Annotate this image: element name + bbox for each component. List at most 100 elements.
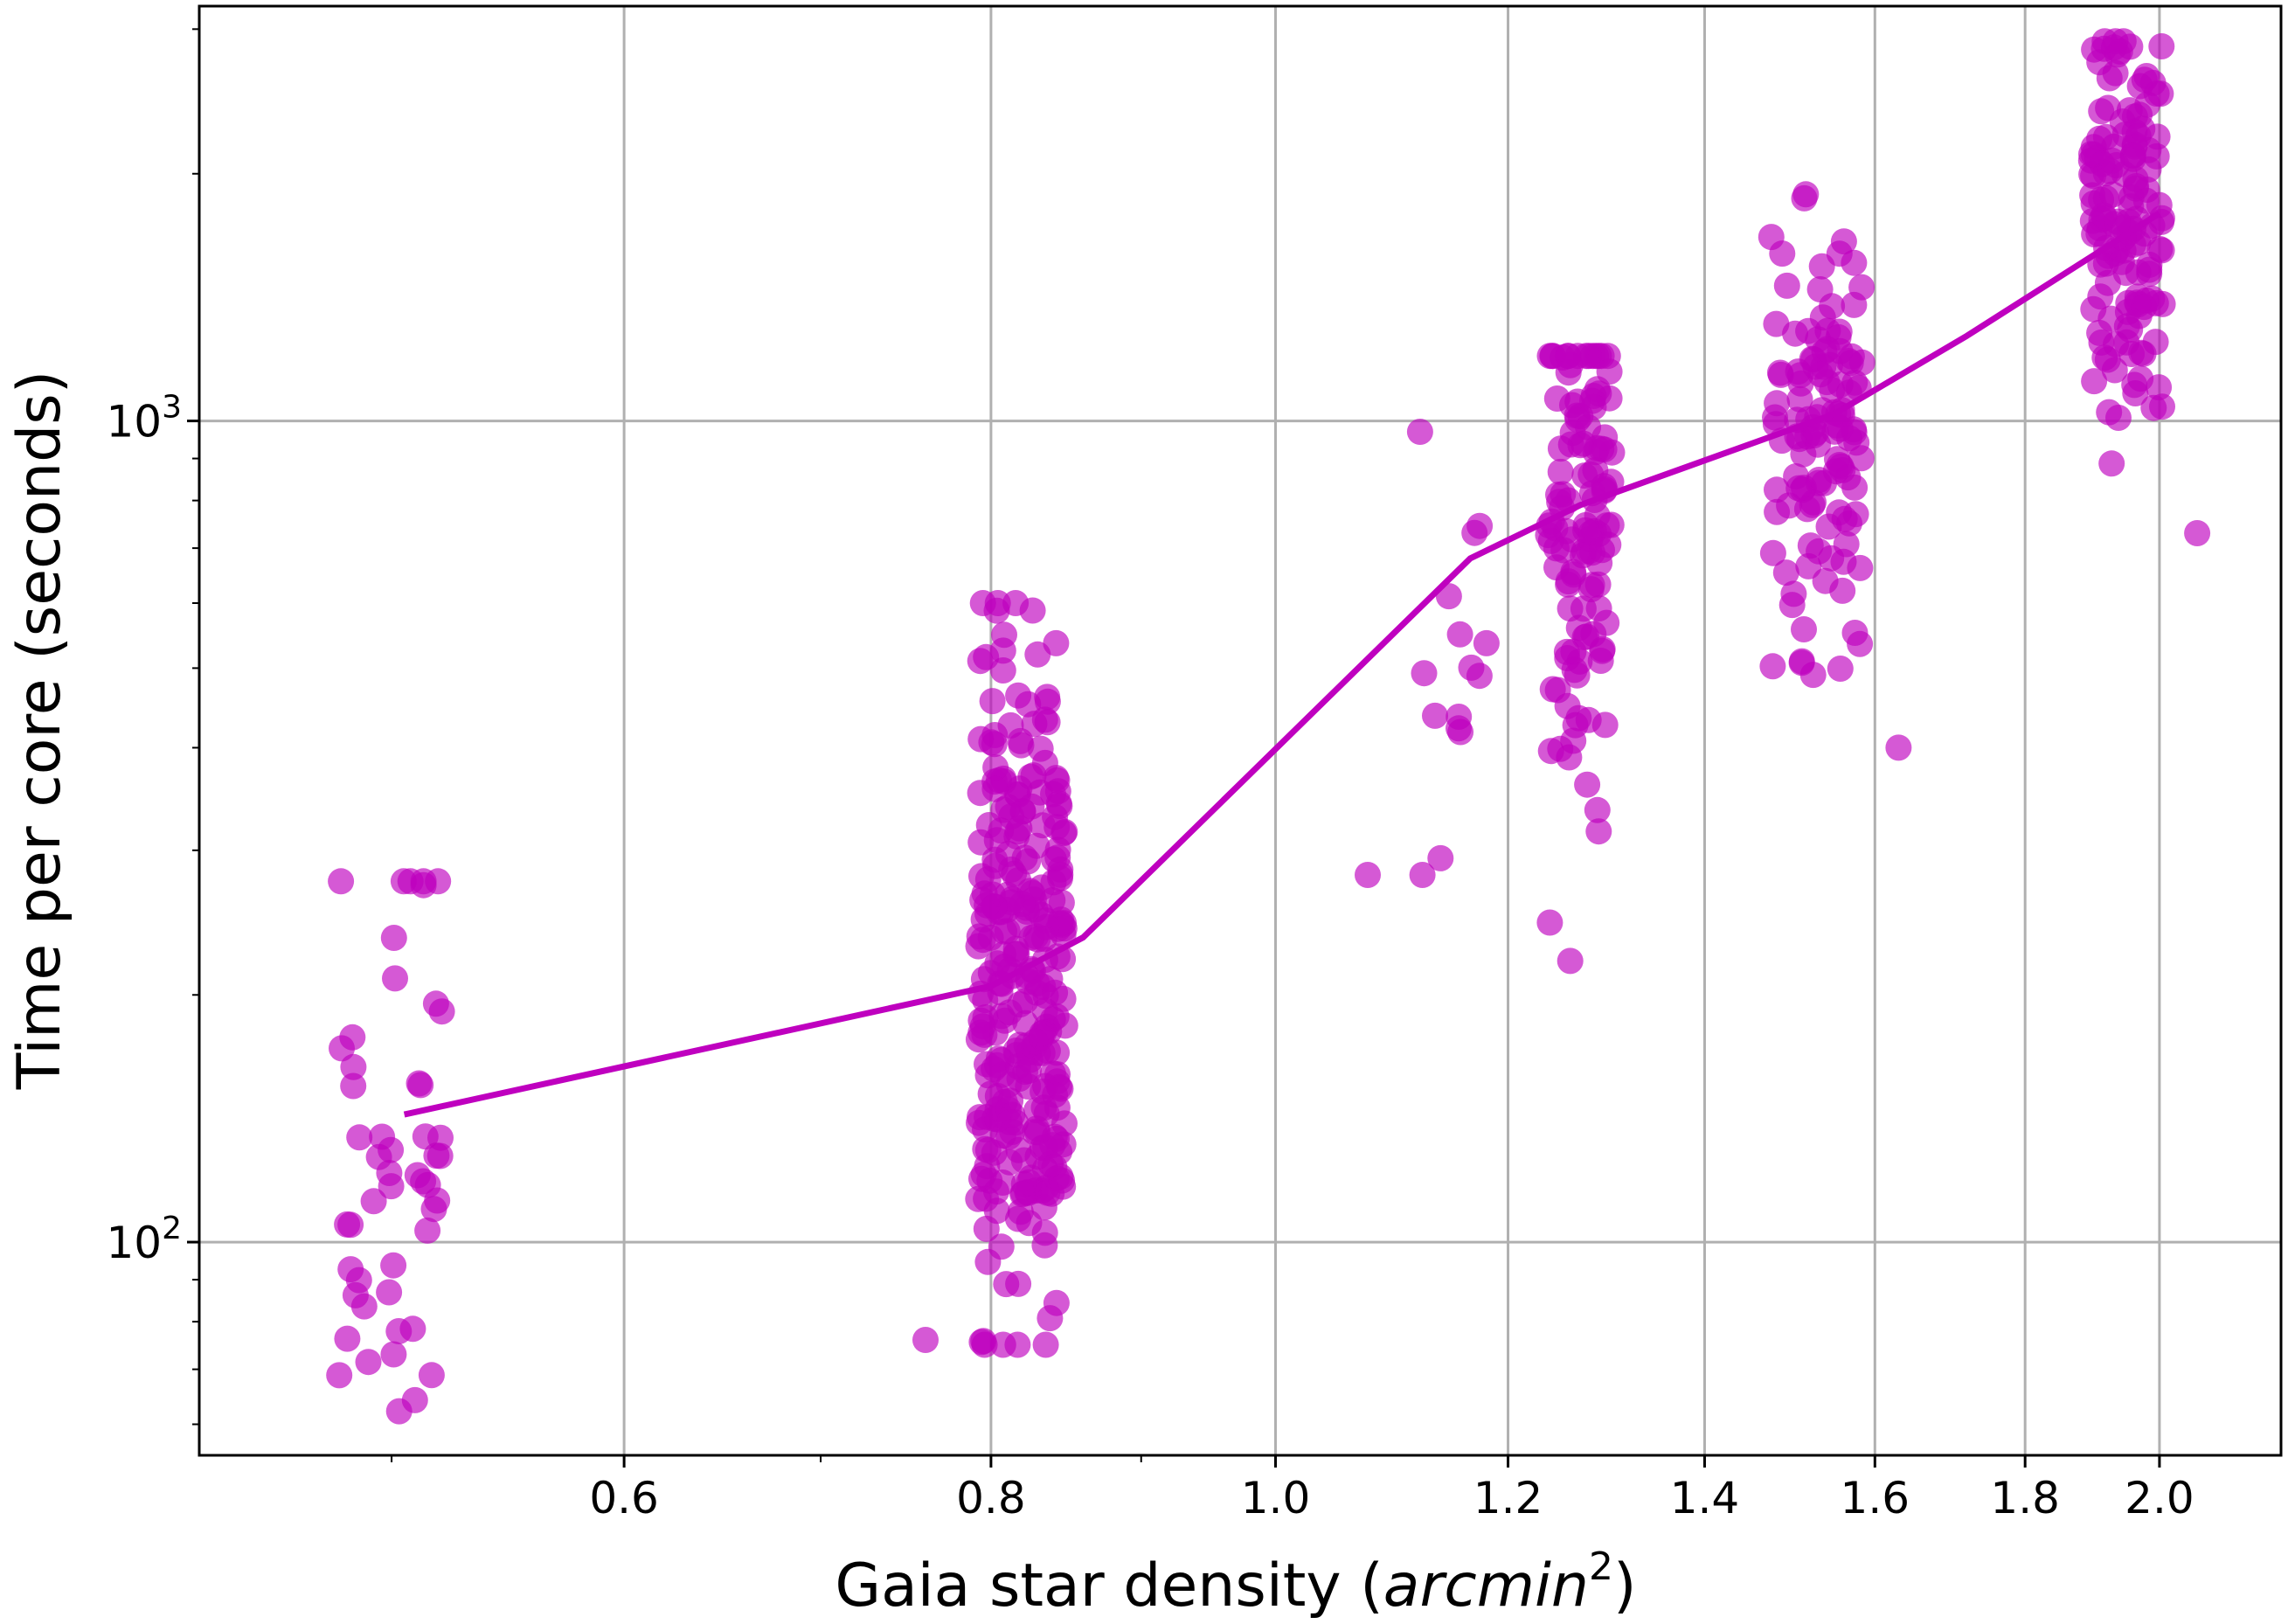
data-point-cluster-1.53-110: [1819, 377, 1846, 404]
data-point-cluster-0.5-38: [337, 1211, 364, 1239]
data-point-cluster-1.53-36: [1786, 385, 1813, 413]
data-point-cluster-0.82-287: [1009, 891, 1036, 918]
data-point-cluster-0.82-280: [967, 1019, 995, 1046]
data-point-cluster-1.53-10: [1773, 272, 1800, 299]
data-point-cluster-1.53-114: [1787, 362, 1813, 389]
data-point-outlier-5: [1536, 909, 1563, 936]
x-tick-label-0.8: 0.8: [956, 1473, 1026, 1523]
data-point-cluster-1.53-40: [1808, 253, 1835, 280]
data-point-cluster-0.82-284: [1047, 856, 1074, 883]
data-point-cluster-0.82-285: [967, 725, 995, 753]
data-point-cluster-1.15-10: [1461, 519, 1488, 546]
data-point-cluster-1.95-28: [2081, 368, 2108, 395]
data-point-cluster-0.5-29: [334, 1325, 361, 1352]
data-point-cluster-0.82-275: [1030, 1094, 1057, 1121]
data-point-cluster-1.95-139: [2098, 147, 2125, 174]
data-point-cluster-0.82-299: [1043, 765, 1070, 792]
data-point-cluster-1.27-54: [1543, 385, 1570, 412]
x-axis-label-exponent: 2: [1589, 1544, 1613, 1589]
data-point-cluster-1.53-74: [1763, 310, 1790, 337]
data-point-cluster-0.5-42: [355, 1349, 382, 1376]
data-point-cluster-1.27-117: [1584, 571, 1612, 598]
data-point-cluster-0.82-277: [1007, 991, 1034, 1018]
data-point-cluster-1.95-124: [2148, 205, 2175, 232]
trend-line-layer: [403, 211, 2161, 1118]
trend-line: [403, 211, 2161, 1118]
data-point-cluster-0.5-44: [380, 925, 407, 951]
data-point-cluster-0.5-41: [424, 1187, 451, 1214]
data-point-cluster-0.5-34: [427, 1124, 454, 1151]
data-point-cluster-0.5-48: [428, 998, 455, 1025]
data-point-cluster-1.27-98: [1550, 537, 1577, 564]
data-point-outlier-3: [2139, 69, 2167, 96]
data-point-cluster-0.5-25: [328, 868, 355, 895]
data-point-cluster-1.95-125: [2103, 330, 2130, 357]
data-point-cluster-1.95-94: [2096, 399, 2123, 426]
data-point-cluster-0.5-35: [350, 1293, 378, 1320]
y-tick-label-100: 102: [106, 1211, 182, 1268]
data-point-cluster-0.82-253: [1043, 1003, 1070, 1030]
data-point-cluster-0.5-47: [414, 1217, 441, 1244]
data-point-cluster-0.82-170: [1009, 1181, 1036, 1208]
data-point-cluster-1.27-103: [1547, 435, 1574, 462]
data-point-cluster-0.82-271: [1037, 1150, 1064, 1177]
data-point-outlier-0: [1355, 862, 1381, 888]
data-point-cluster-1.27-1: [1585, 818, 1612, 845]
data-point-cluster-1.27-85: [1547, 458, 1574, 485]
data-point-cluster-1.27-113: [1555, 343, 1582, 370]
data-point-cluster-1.15-0: [1446, 621, 1473, 648]
data-point-cluster-1.53-111: [1799, 662, 1827, 689]
x-tick-label-1.0: 1.0: [1241, 1473, 1311, 1523]
data-point-cluster-1.27-5: [1584, 796, 1611, 823]
data-point-cluster-1.53-99: [1838, 343, 1865, 370]
data-point-cluster-0.82-176: [967, 829, 995, 856]
data-point-cluster-0.82-239: [984, 1083, 1011, 1109]
x-tick-label-1.6: 1.6: [1841, 1473, 1910, 1523]
x-axis-label-text: Gaia star density: [835, 1551, 1341, 1620]
data-point-cluster-0.5-12: [337, 1256, 364, 1283]
data-point-cluster-1.27-66: [1546, 489, 1573, 516]
data-point-cluster-1.27-91: [1567, 432, 1594, 459]
data-point-cluster-0.82-274: [1043, 814, 1071, 841]
data-point-cluster-0.82-168: [1004, 1331, 1031, 1358]
data-point-cluster-0.82-291: [971, 1331, 998, 1358]
data-point-cluster-1.53-107: [1817, 351, 1843, 378]
data-point-cluster-0.82-155: [1032, 1331, 1059, 1358]
data-point-cluster-1.53-66: [1767, 361, 1794, 388]
data-point-cluster-0.82-197: [1046, 793, 1073, 820]
data-point-cluster-0.82-243: [1021, 1119, 1048, 1146]
data-point-outlier-6: [1557, 947, 1584, 975]
data-point-cluster-0.5-15: [385, 1318, 413, 1344]
data-point-cluster-1.53-65: [1826, 452, 1853, 478]
data-point-cluster-1.95-116: [2090, 202, 2118, 229]
data-point-cluster-0.82-249: [965, 1185, 992, 1212]
data-point-cluster-1.95-49: [2088, 98, 2115, 125]
data-point-cluster-1.53-112: [1791, 184, 1818, 212]
data-point-cluster-1.53-62: [1797, 532, 1824, 559]
data-point-cluster-1.27-53: [1539, 676, 1566, 703]
data-point-cluster-1.53-27: [1791, 616, 1817, 642]
data-point-cluster-1.53-60: [1827, 656, 1854, 682]
data-point-cluster-0.5-0: [382, 965, 408, 992]
data-point-cluster-1.27-104: [1591, 424, 1619, 451]
data-point-cluster-0.82-297: [981, 893, 1008, 920]
data-point-cluster-0.82-221: [969, 927, 996, 954]
data-point-cluster-0.5-26: [340, 1072, 367, 1100]
data-point-cluster-0.82-293: [996, 1149, 1023, 1176]
data-point-cluster-1.27-114: [1588, 343, 1615, 370]
x-tick-label-1.4: 1.4: [1670, 1473, 1740, 1523]
data-point-cluster-1.95-132: [2122, 380, 2149, 406]
data-point-cluster-1.27-112: [1580, 393, 1607, 420]
data-point-cluster-0.5-40: [404, 1162, 431, 1189]
data-point-cluster-0.82-68: [974, 1248, 1002, 1275]
data-point-cluster-0.82-175: [991, 1007, 1018, 1034]
plot-frame: [198, 4, 2283, 1457]
data-point-cluster-1.27-44: [1570, 595, 1597, 622]
data-point-outlier-1: [912, 1327, 939, 1353]
data-point-cluster-0.5-4: [326, 1362, 353, 1389]
data-point-cluster-1.27-93: [1555, 568, 1582, 595]
data-point-cluster-0.5-17: [376, 1279, 403, 1306]
data-point-cluster-1.15-9: [1422, 702, 1448, 729]
